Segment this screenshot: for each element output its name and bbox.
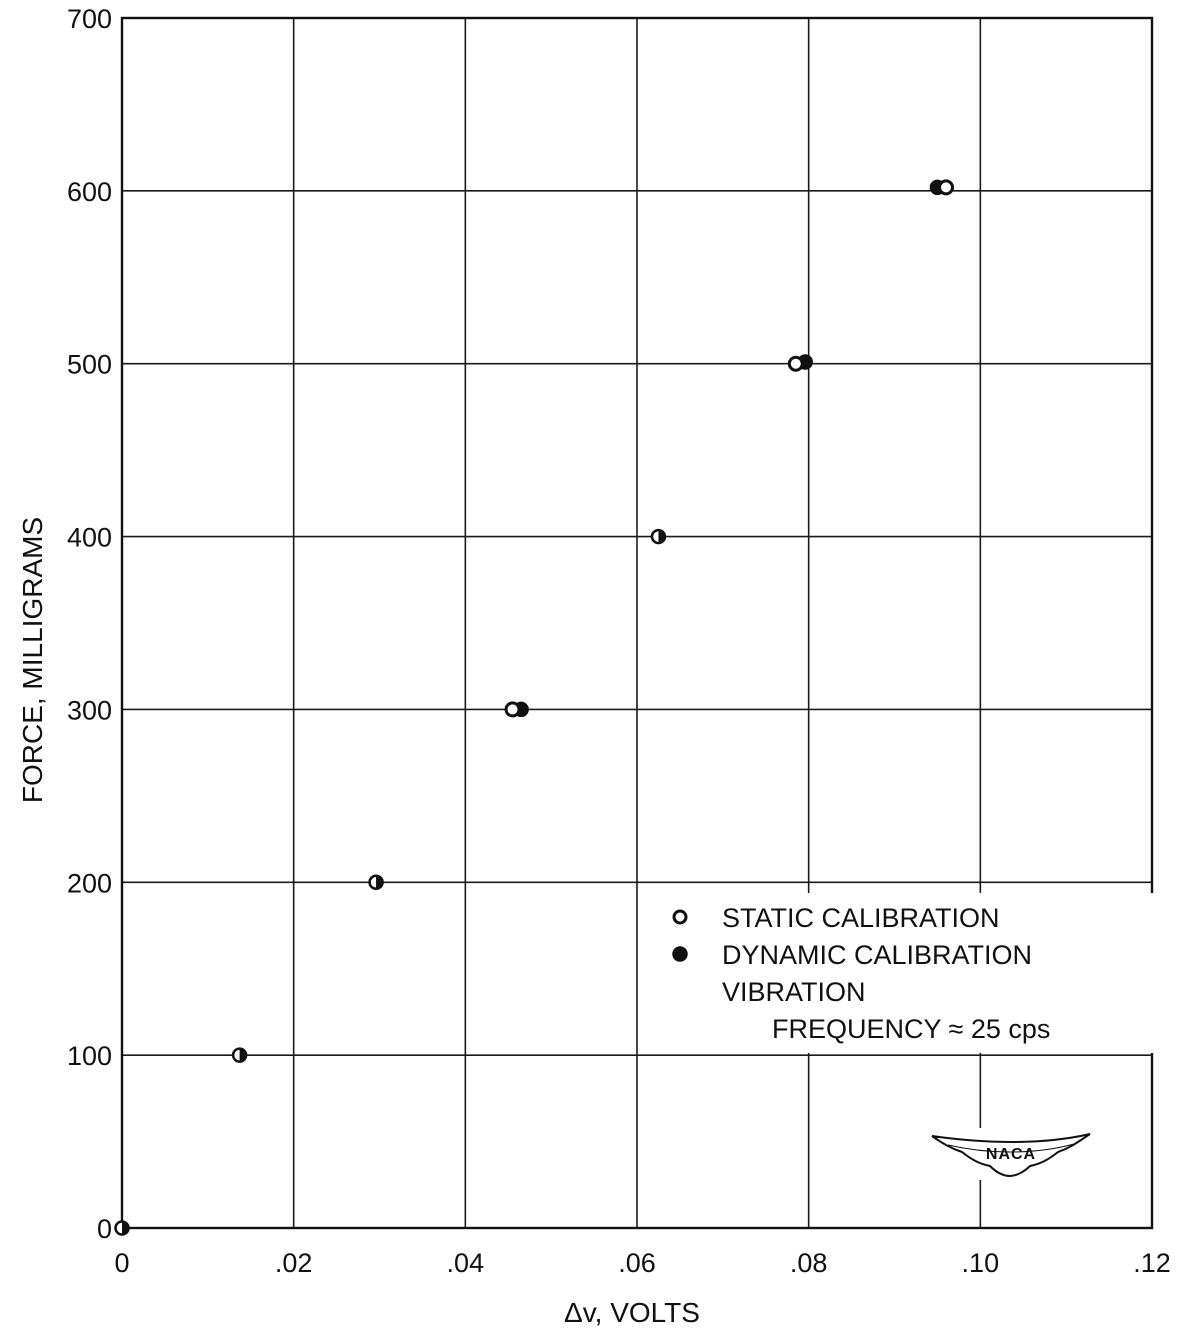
x-axis-label: Δv, VOLTS xyxy=(564,1297,700,1328)
x-tick-labels: 0 .02 .04 .06 .08 .10 .12 xyxy=(114,1248,1170,1278)
data-point-static xyxy=(938,179,954,196)
y-tick-label: 200 xyxy=(67,868,112,898)
x-tick-label: .08 xyxy=(790,1248,828,1278)
legend-dynamic-marker xyxy=(672,946,688,962)
data-point-static xyxy=(504,701,521,718)
data-point-static xyxy=(787,355,804,372)
legend-static-marker xyxy=(672,909,688,925)
legend-dynamic-label: DYNAMIC CALIBRATION xyxy=(722,940,1032,970)
legend-background xyxy=(664,893,1154,1053)
legend-static-label: STATIC CALIBRATION xyxy=(722,903,1000,933)
legend-note-line1: VIBRATION xyxy=(722,977,866,1007)
data-point-coincident xyxy=(114,1220,130,1236)
y-tick-label: 300 xyxy=(67,695,112,725)
y-tick-label: 0 xyxy=(97,1214,112,1244)
x-tick-label: .06 xyxy=(618,1248,656,1278)
data-point-coincident xyxy=(650,528,667,545)
legend-note-line2: FREQUENCY ≈ 25 cps xyxy=(772,1014,1050,1044)
y-tick-label: 600 xyxy=(67,177,112,207)
data-points xyxy=(114,179,954,1236)
y-tick-label: 700 xyxy=(67,4,112,34)
grid xyxy=(121,17,1153,1229)
x-tick-label: .12 xyxy=(1133,1248,1171,1278)
x-tick-label: .02 xyxy=(275,1248,313,1278)
data-point-coincident xyxy=(231,1047,248,1063)
y-tick-labels: 0 100 200 300 400 500 600 700 xyxy=(67,4,112,1244)
naca-logo: NACA xyxy=(930,1128,1100,1180)
y-tick-label: 400 xyxy=(67,523,112,553)
x-tick-label: 0 xyxy=(114,1248,129,1278)
x-tick-label: .10 xyxy=(962,1248,1000,1278)
y-axis-label: FORCE, MILLIGRAMS xyxy=(17,517,48,803)
x-tick-label: .04 xyxy=(447,1248,485,1278)
y-tick-label: 500 xyxy=(67,350,112,380)
naca-logo-text: NACA xyxy=(986,1146,1036,1163)
plot-frame xyxy=(120,16,1154,1230)
y-tick-label: 100 xyxy=(67,1041,112,1071)
legend: STATIC CALIBRATION DYNAMIC CALIBRATION V… xyxy=(664,893,1154,1053)
data-point-coincident xyxy=(368,874,384,891)
